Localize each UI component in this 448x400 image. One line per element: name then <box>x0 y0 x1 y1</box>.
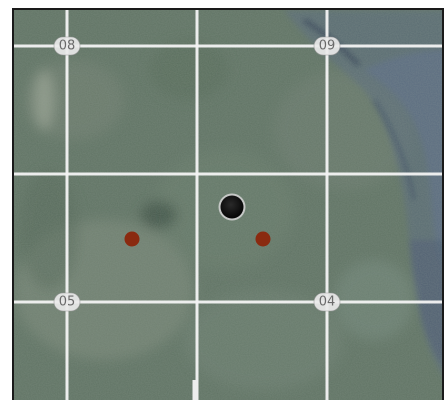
waypoint-marker-left[interactable] <box>124 231 140 247</box>
waypoint-marker-right[interactable] <box>255 231 271 247</box>
grid-label-04: 04 <box>313 292 341 312</box>
map-grid <box>14 10 442 400</box>
current-position-marker[interactable] <box>218 193 246 221</box>
satellite-map[interactable]: 08 09 05 04 <box>14 10 444 400</box>
map-viewport[interactable]: 08 09 05 04 <box>12 8 444 400</box>
map-markers <box>124 193 271 247</box>
grid-label-05: 05 <box>53 292 81 312</box>
grid-label-08: 08 <box>53 36 81 56</box>
svg-text:05: 05 <box>59 295 76 310</box>
svg-text:09: 09 <box>319 39 336 54</box>
grid-labels: 08 09 05 04 <box>53 36 341 312</box>
svg-text:04: 04 <box>319 295 336 310</box>
satellite-imagery <box>14 10 442 400</box>
grid-label-09: 09 <box>313 36 341 56</box>
svg-text:08: 08 <box>59 39 76 54</box>
